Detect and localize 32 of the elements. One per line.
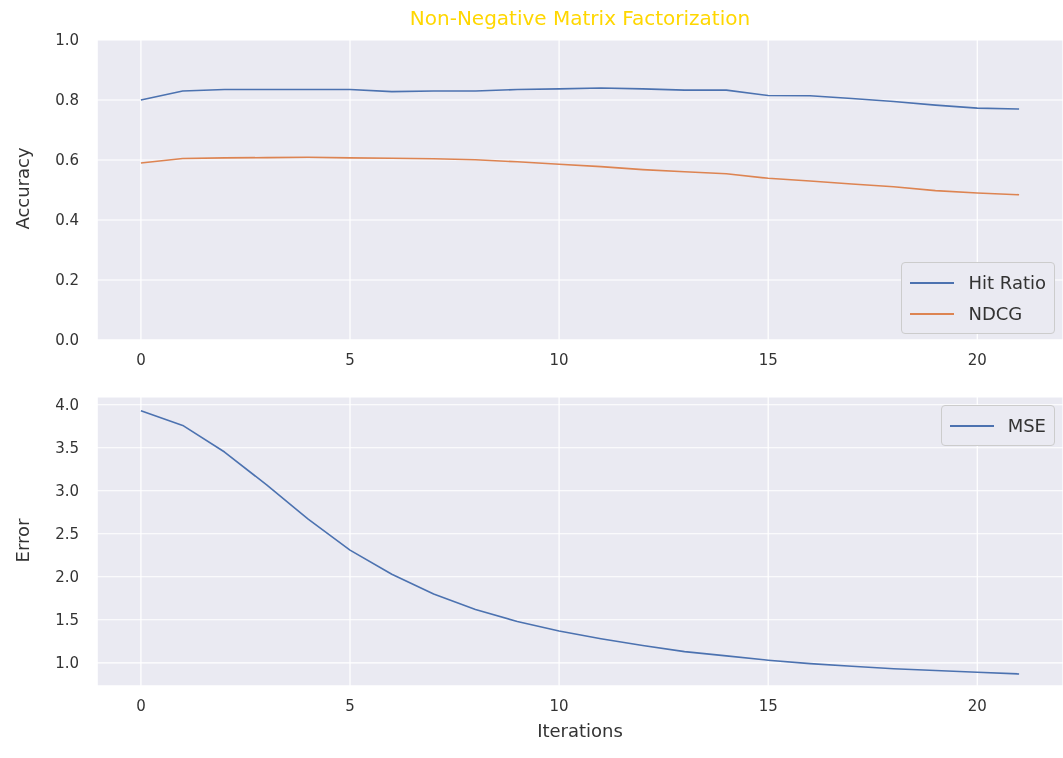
y-tick-label: 2.0 (55, 568, 79, 587)
x-tick-label: 15 (758, 350, 778, 369)
y-tick-label: 3.0 (55, 482, 79, 501)
x-tick-label: 0 (136, 696, 146, 715)
y-axis-title: Error (11, 517, 33, 564)
y-tick-label: 1.5 (55, 611, 79, 630)
y-tick-label: 0.0 (55, 331, 79, 350)
x-tick-label: 5 (345, 350, 355, 369)
legend-label: Hit Ratio (968, 271, 1046, 295)
y-tick-label: 3.5 (55, 439, 79, 458)
x-tick-label: 10 (549, 696, 569, 715)
y-tick-label: 0.2 (55, 271, 79, 290)
chart-title: Non-Negative Matrix Factorization (408, 6, 752, 30)
x-axis-title: Iterations (536, 720, 624, 741)
legend-label: MSE (1007, 414, 1046, 438)
x-tick-label: 20 (967, 696, 987, 715)
x-tick-label: 20 (967, 350, 987, 369)
x-tick-label: 0 (136, 350, 146, 369)
legend-label: NDCG (968, 302, 1023, 326)
line-series (140, 87, 1020, 110)
x-tick-label: 15 (758, 696, 778, 715)
x-tick-label: 5 (345, 696, 355, 715)
y-tick-label: 1.0 (55, 31, 79, 50)
y-tick-label: 0.6 (55, 151, 79, 170)
y-tick-label: 0.4 (55, 211, 79, 230)
x-tick-label: 10 (549, 350, 569, 369)
y-tick-label: 1.0 (55, 654, 79, 673)
y-tick-label: 4.0 (55, 396, 79, 415)
y-axis-title: Accuracy (11, 146, 33, 232)
y-tick-label: 0.8 (55, 91, 79, 110)
y-tick-label: 2.5 (55, 525, 79, 544)
line-series (140, 156, 1020, 196)
